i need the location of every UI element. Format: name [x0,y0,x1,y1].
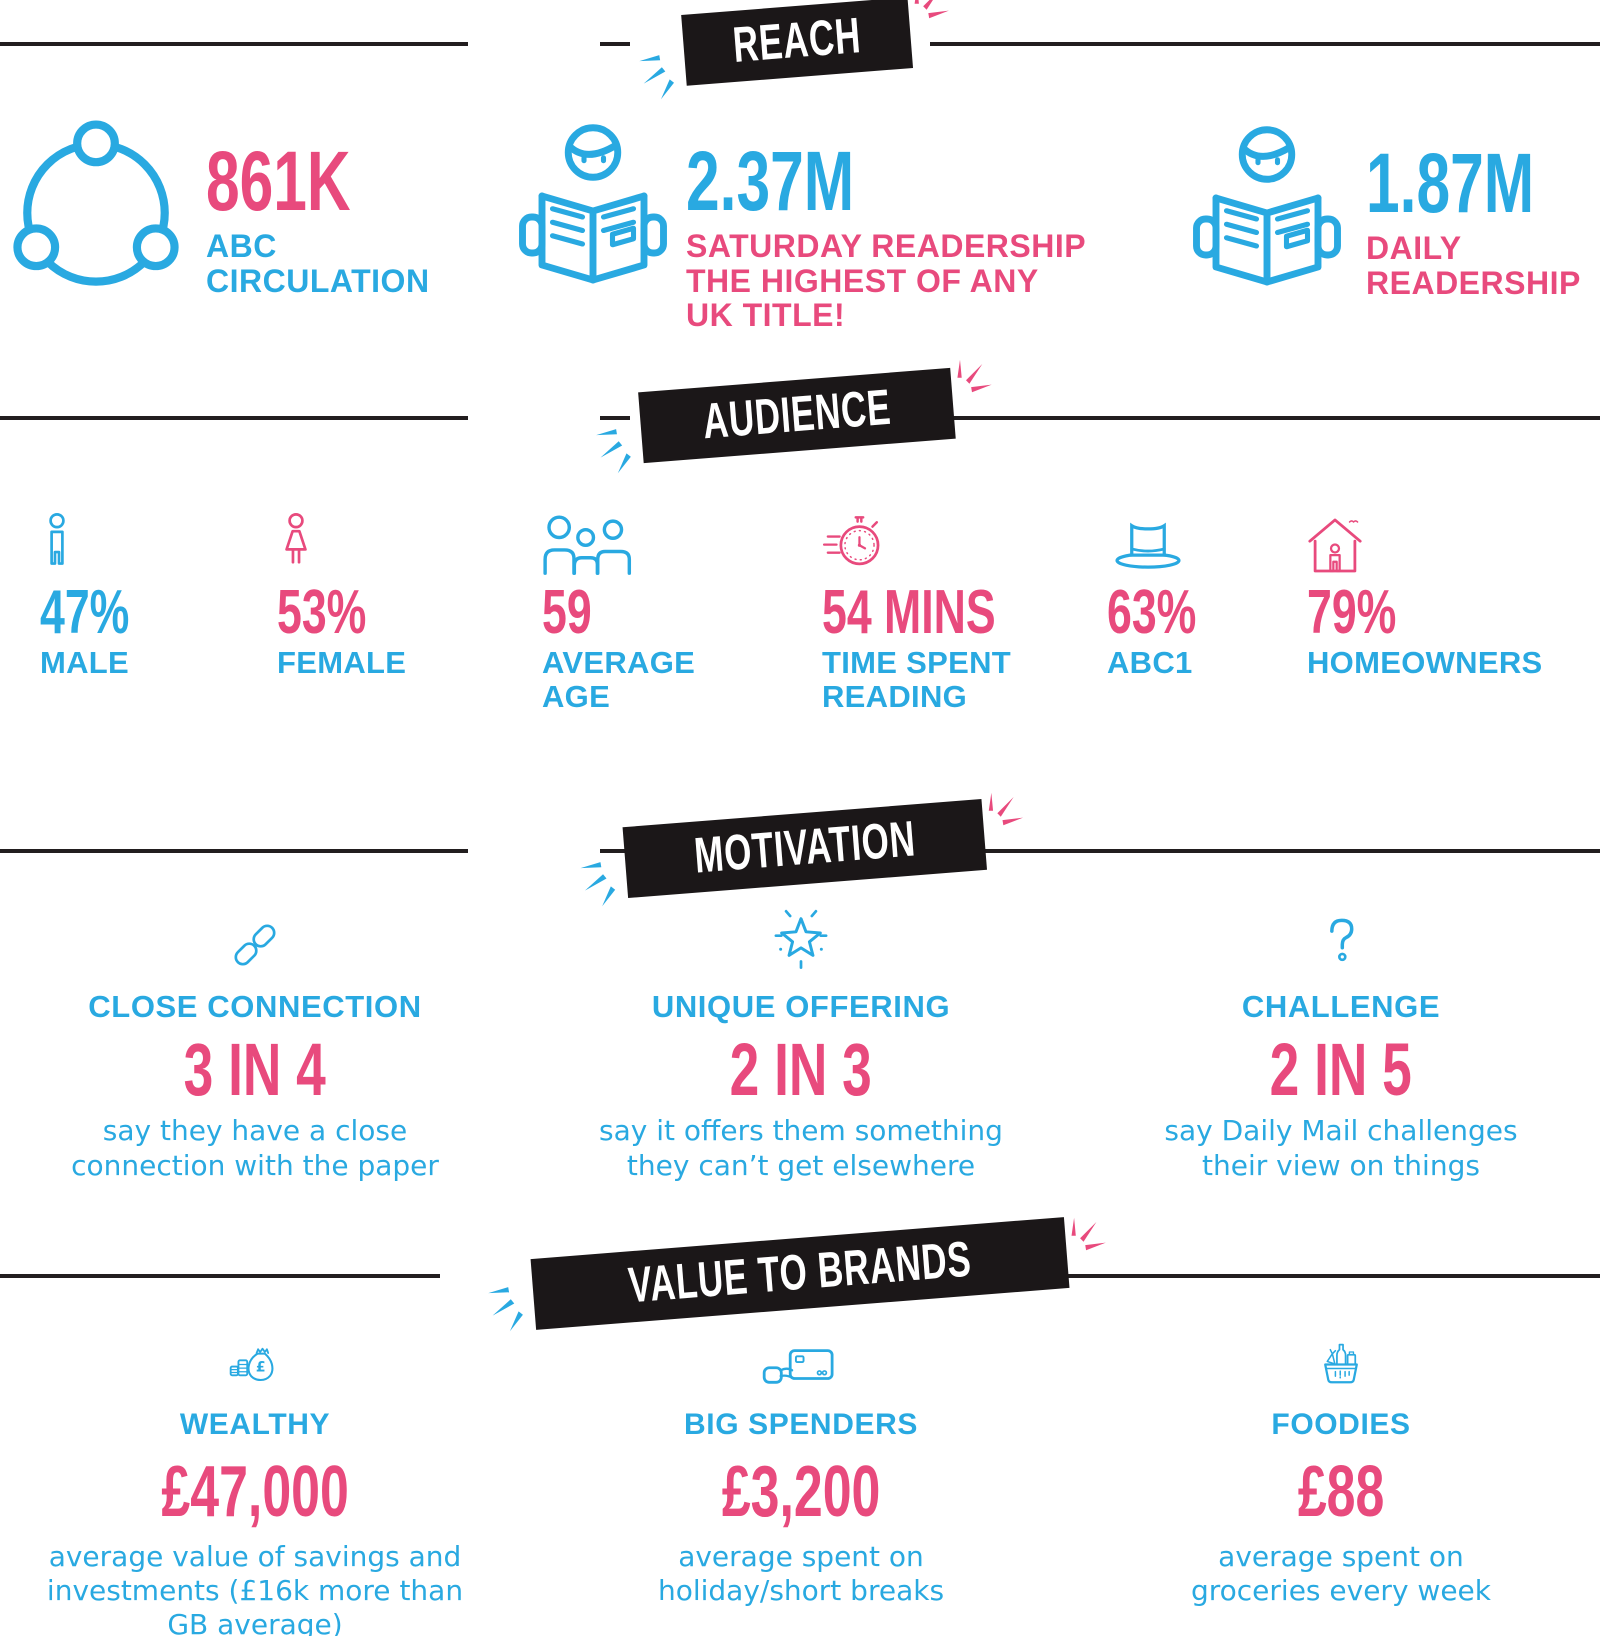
male-icon [40,513,74,575]
newspaper-reader-icon [1192,120,1342,300]
stat-value: 861K [206,134,351,228]
reach-stat-saturday-readership: 2.37M SATURDAY READERSHIP THE HIGHEST OF… [518,118,1086,333]
divider-line [600,849,630,853]
stat-value: 2.37M [686,134,855,228]
divider-line [0,1274,440,1278]
stat-label: DAILY READERSHIP [1366,230,1581,301]
female-icon [277,513,315,575]
blue-sparks-icon [487,1281,539,1333]
stat-value: 54 MINS [822,578,996,647]
divider-line [600,416,630,420]
value-foodies: FOODIES £88 average spent on groceries e… [1106,1338,1576,1608]
chain-link-icon [227,915,283,973]
blue-sparks-icon [579,856,631,908]
motivation-badge: MOTIVATION [625,813,985,884]
house-icon [1307,513,1363,575]
question-mark-icon [1321,915,1362,973]
audience-stat-time-reading: 54 MINS TIME SPENT READING [822,513,1063,714]
divider-line [600,42,630,46]
stat-value: 1.87M [1366,136,1535,230]
reach-badge: REACH [684,0,911,77]
blue-sparks-icon [594,423,646,475]
value-amount: £47,000 [161,1452,349,1532]
hand-credit-card-icon [761,1338,841,1394]
value-amount: £3,200 [721,1452,881,1532]
grocery-basket-icon [1313,1338,1369,1394]
divider-line [930,416,1600,420]
divider-line [0,416,468,420]
motivation-title: UNIQUE OFFERING [651,989,951,1024]
divider-line [1018,1274,1600,1278]
divider-line [0,849,468,853]
audience-badge: AUDIENCE [640,380,953,451]
audience-stat-abc1: 63% ABC1 [1107,513,1231,680]
stat-value: 47% [40,578,130,647]
divider-line [0,42,468,46]
stat-label: AVERAGE AGE [542,645,696,715]
pink-sparks-icon [902,0,950,32]
stat-value: 63% [1107,578,1197,647]
stat-label: MALE [40,645,130,681]
motivation-title: CLOSE CONNECTION [88,989,422,1024]
value-description: average value of savings and investments… [46,1540,464,1636]
motivation-description: say they have a close connection with th… [71,1113,439,1182]
section-title: REACH [730,7,863,73]
value-description: average spent on holiday/short breaks [657,1540,945,1608]
stat-label: TIME SPENT READING [822,645,1012,715]
value-wealthy: WEALTHY £47,000 average value of savings… [20,1338,490,1636]
section-badge: MOTIVATION [622,798,988,899]
network-icon [6,118,186,298]
audience-stat-male: 47% MALE [40,513,164,680]
section-title: VALUE TO BRANDS [626,1230,974,1314]
money-bag-icon [226,1338,284,1394]
motivation-challenge: CHALLENGE 2 IN 5 say Daily Mail challeng… [1106,915,1576,1183]
stat-label: ABC CIRCULATION [206,228,430,299]
sparkle-star-icon [763,915,839,973]
section-badge: REACH [681,0,913,86]
audience-stat-homeowners: 79% HOMEOWNERS [1307,513,1543,680]
value-big-spenders: BIG SPENDERS £3,200 average spent on hol… [566,1338,1036,1608]
value-to-brands-badge: VALUE TO BRANDS [533,1217,1068,1309]
stat-label: ABC1 [1107,645,1193,681]
value-amount: £88 [1297,1452,1385,1532]
value-title: FOODIES [1271,1408,1411,1441]
stat-value: 59 [542,578,592,647]
pink-sparks-icon [1059,1216,1107,1264]
stat-value: 53% [277,578,367,647]
motivation-description: say it offers them something they can’t … [599,1113,1003,1182]
stat-label: SATURDAY READERSHIP THE HIGHEST OF ANY U… [686,228,1087,334]
divider-line [945,849,1600,853]
motivation-ratio: 3 IN 4 [183,1028,327,1111]
blue-sparks-icon [638,49,690,101]
motivation-ratio: 2 IN 5 [1269,1028,1413,1111]
motivation-ratio: 2 IN 3 [729,1028,873,1111]
section-badge: VALUE TO BRANDS [530,1217,1070,1330]
value-title: WEALTHY [179,1408,331,1441]
motivation-title: CHALLENGE [1241,989,1441,1024]
pink-sparks-icon [977,791,1025,839]
audience-stat-female: 53% FEMALE [277,513,406,680]
section-title: MOTIVATION [692,810,918,884]
family-icon [542,513,634,575]
value-description: average spent on groceries every week [1190,1540,1491,1608]
top-hat-icon [1107,513,1189,575]
stopwatch-icon [822,513,887,575]
newspaper-reader-icon [518,118,668,298]
reach-stat-daily-readership: 1.87M DAILY READERSHIP [1192,120,1599,300]
motivation-unique-offering: UNIQUE OFFERING 2 IN 3 say it offers the… [566,915,1036,1183]
reach-stat-circulation: 861K ABC CIRCULATION [6,118,430,298]
stat-label: FEMALE [277,645,407,681]
audience-stat-average-age: 59 AVERAGE AGE [542,513,695,714]
section-title: AUDIENCE [700,378,893,450]
value-title: BIG SPENDERS [684,1408,918,1441]
stat-label: HOMEOWNERS [1307,645,1543,681]
motivation-description: say Daily Mail challenges their view on … [1164,1113,1518,1182]
section-badge: AUDIENCE [638,367,956,464]
motivation-close-connection: CLOSE CONNECTION 3 IN 4 say they have a … [20,915,490,1183]
divider-line [930,42,1600,46]
stat-value: 79% [1307,578,1397,647]
pink-sparks-icon [946,358,994,406]
